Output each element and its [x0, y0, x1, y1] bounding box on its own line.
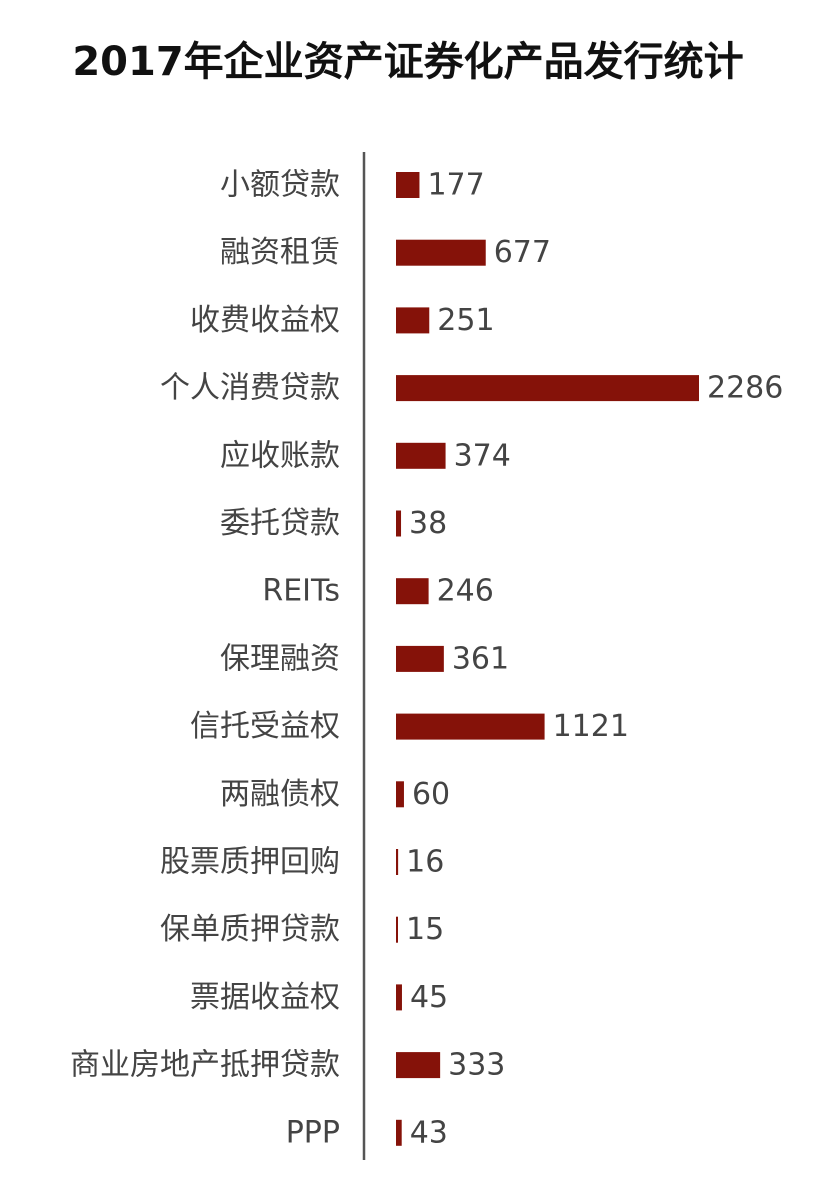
bar — [396, 442, 446, 469]
value-label: 374 — [454, 438, 511, 473]
value-label: 2286 — [707, 371, 783, 406]
bar — [396, 713, 545, 740]
bar — [396, 375, 699, 402]
category-label: REITs — [262, 574, 340, 609]
category-label: 应收账款 — [220, 438, 340, 473]
value-label: 677 — [494, 235, 551, 270]
chart-title: 2017年企业资产证券化产品发行统计 — [72, 39, 743, 85]
category-label: 商业房地产抵押贷款 — [70, 1048, 340, 1083]
value-label: 15 — [406, 912, 444, 947]
bar — [396, 849, 399, 875]
bar — [396, 510, 402, 537]
bar — [396, 172, 420, 198]
bar — [396, 1119, 402, 1146]
bar — [396, 781, 404, 808]
value-label: 1121 — [553, 709, 629, 744]
value-label: 45 — [410, 980, 448, 1015]
value-label: 251 — [437, 303, 494, 338]
value-label: 38 — [409, 506, 447, 541]
bar — [396, 239, 486, 266]
category-label: 保理融资 — [220, 641, 340, 676]
value-label: 43 — [410, 1115, 448, 1150]
category-label: 委托贷款 — [220, 506, 340, 541]
bar — [396, 307, 430, 334]
bar — [396, 1052, 441, 1079]
value-label: 333 — [448, 1048, 505, 1083]
bar — [396, 578, 429, 605]
bar — [396, 645, 444, 672]
category-label: 融资租赁 — [220, 235, 340, 270]
category-label: 信托受益权 — [190, 709, 340, 744]
value-label: 246 — [437, 574, 494, 609]
value-label: 177 — [427, 168, 484, 203]
bar — [396, 984, 402, 1011]
value-label: 60 — [412, 777, 450, 812]
category-label: PPP — [286, 1115, 340, 1150]
category-label: 小额贷款 — [220, 168, 340, 203]
category-label: 个人消费贷款 — [160, 371, 340, 406]
category-label: 收费收益权 — [190, 303, 340, 338]
category-label: 两融债权 — [220, 777, 340, 812]
category-label: 票据收益权 — [190, 980, 340, 1015]
category-label: 保单质押贷款 — [160, 912, 340, 947]
value-label: 16 — [406, 845, 444, 880]
value-label: 361 — [452, 641, 509, 676]
bar — [396, 916, 398, 943]
category-label: 股票质押回购 — [160, 845, 340, 880]
